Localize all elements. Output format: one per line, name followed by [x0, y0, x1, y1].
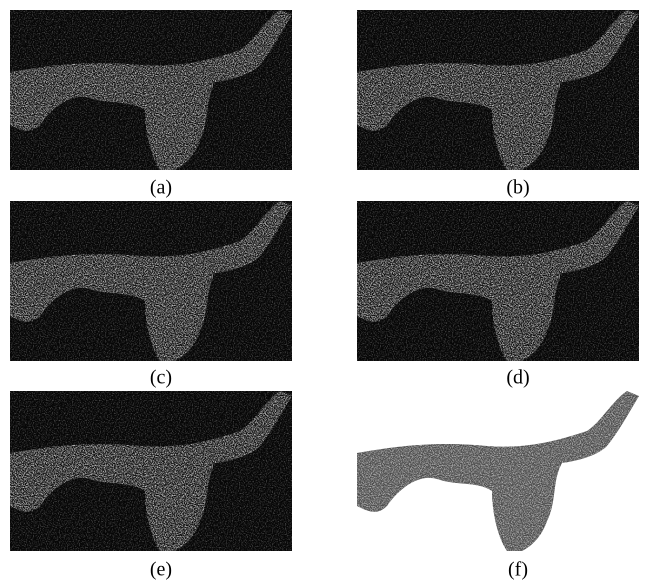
panel-a — [10, 10, 292, 170]
panel-f — [357, 391, 639, 551]
figure: (a) (b) (c) (d) (e) (f) — [0, 0, 647, 584]
panel-label: (d) — [506, 367, 529, 389]
panel-label: (c) — [150, 367, 172, 389]
panel-label: (e) — [150, 559, 172, 581]
panel-e — [10, 391, 292, 551]
panel-d — [357, 201, 639, 361]
panel-label: (a) — [150, 177, 172, 199]
panel-label: (f) — [508, 559, 528, 581]
page: (a) (b) (c) (d) (e) (f) (() => { const d… — [0, 0, 647, 584]
panel-b — [357, 10, 639, 170]
panel-c — [10, 201, 292, 361]
panel-label: (b) — [506, 177, 529, 199]
